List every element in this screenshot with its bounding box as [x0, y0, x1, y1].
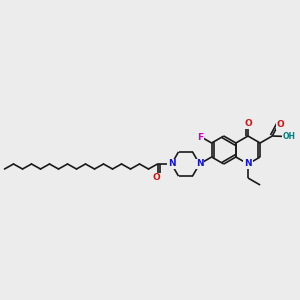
Text: F: F	[197, 133, 203, 142]
Text: N: N	[244, 160, 252, 169]
Text: OH: OH	[283, 132, 296, 141]
Text: N: N	[196, 160, 203, 169]
Text: O: O	[153, 173, 160, 182]
Text: O: O	[277, 120, 284, 129]
Text: O: O	[244, 119, 252, 128]
Text: N: N	[168, 160, 175, 169]
